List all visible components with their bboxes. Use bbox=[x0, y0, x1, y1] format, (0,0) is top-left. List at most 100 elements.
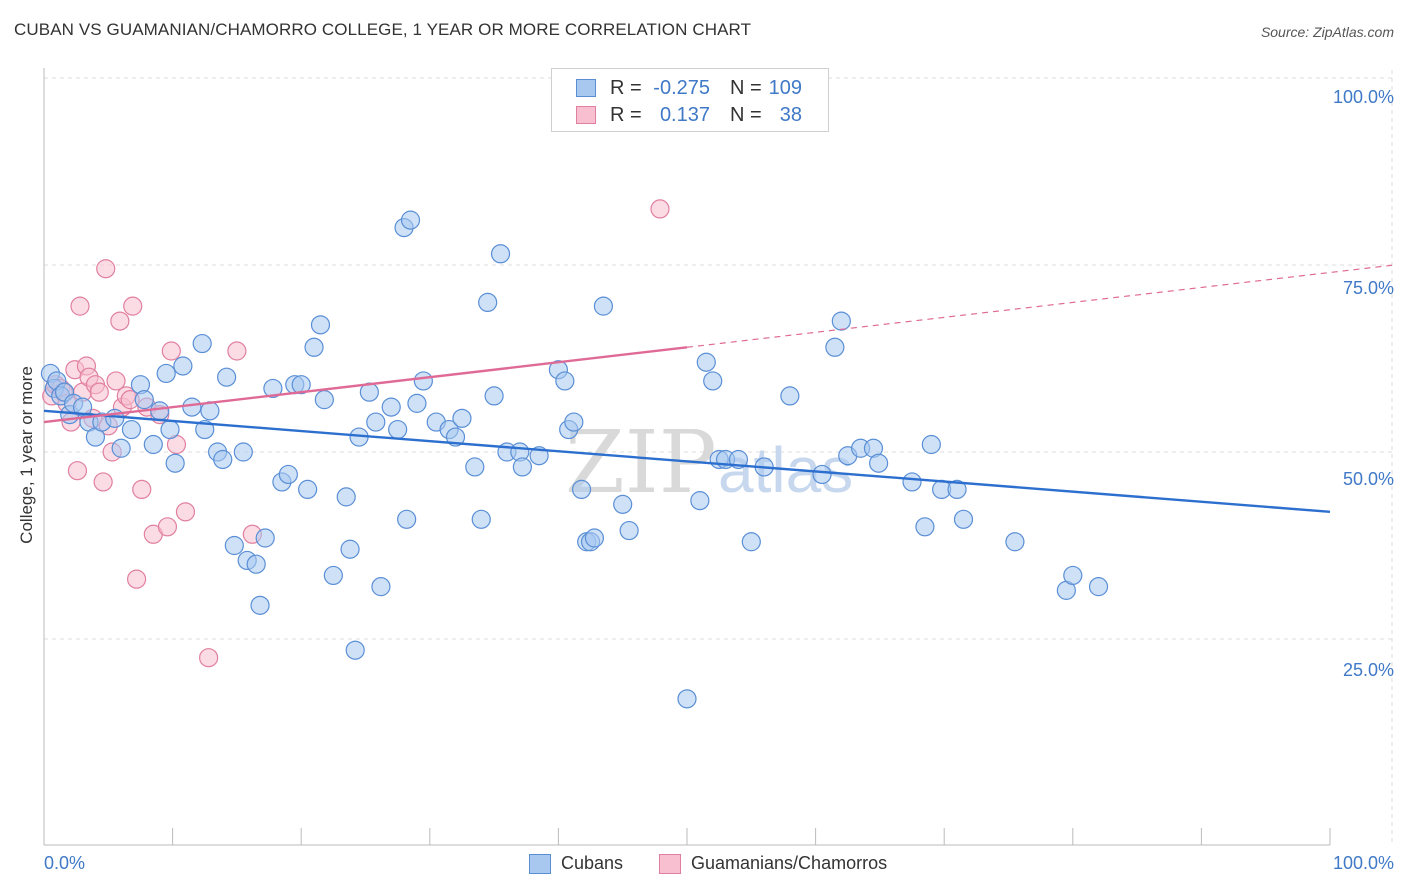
point-guamanians bbox=[96, 259, 116, 279]
point-cubans bbox=[921, 434, 941, 455]
point-cubans bbox=[741, 532, 761, 552]
point-guamanians bbox=[126, 569, 147, 589]
chart-title: CUBAN VS GUAMANIAN/CHAMORRO COLLEGE, 1 Y… bbox=[14, 20, 752, 39]
point-cubans bbox=[278, 464, 298, 485]
y-tick-50: 50.0% bbox=[1342, 469, 1394, 489]
point-cubans bbox=[246, 554, 266, 574]
point-guamanians bbox=[89, 382, 109, 402]
point-cubans bbox=[1063, 565, 1083, 586]
n-label: N = bbox=[730, 104, 762, 126]
point-cubans bbox=[413, 371, 433, 391]
point-cubans bbox=[250, 595, 270, 615]
point-guamanians bbox=[161, 341, 181, 361]
point-cubans bbox=[217, 367, 237, 387]
point-cubans bbox=[371, 577, 391, 597]
point-guamanians bbox=[227, 341, 247, 361]
point-guamanians bbox=[650, 199, 670, 219]
point-guamanians bbox=[110, 311, 130, 331]
point-cubans bbox=[314, 390, 334, 410]
point-cubans bbox=[263, 378, 283, 399]
point-cubans bbox=[703, 371, 723, 391]
point-cubans bbox=[915, 517, 935, 537]
point-cubans bbox=[953, 509, 974, 529]
legend-label-guamanians: Guamanians/Chamorros bbox=[691, 853, 888, 873]
n-value: 38 bbox=[779, 104, 802, 126]
y-tick-75: 75.0% bbox=[1342, 278, 1394, 298]
point-guamanians bbox=[123, 296, 143, 316]
point-guamanians bbox=[67, 461, 88, 481]
legend-swatch-guamanians bbox=[659, 854, 681, 874]
trend-line-cubans bbox=[43, 409, 1331, 514]
point-cubans bbox=[304, 337, 324, 357]
point-cubans bbox=[192, 333, 212, 354]
trend-lines bbox=[43, 264, 1393, 514]
y-tick-25: 25.0% bbox=[1342, 660, 1394, 680]
point-cubans bbox=[310, 315, 331, 335]
y-tick-100: 100.0% bbox=[1332, 87, 1394, 107]
point-cubans bbox=[388, 419, 408, 440]
trend-line-guamanians bbox=[43, 346, 688, 424]
series-guamanians-points bbox=[42, 199, 670, 668]
point-cubans bbox=[291, 375, 311, 395]
point-cubans bbox=[345, 640, 365, 660]
point-cubans bbox=[564, 412, 584, 432]
point-cubans bbox=[160, 419, 180, 440]
point-guamanians bbox=[175, 502, 196, 522]
point-guamanians bbox=[199, 648, 219, 668]
point-cubans bbox=[593, 296, 614, 316]
point-cubans bbox=[173, 356, 193, 376]
point-cubans bbox=[255, 528, 275, 548]
point-cubans bbox=[869, 453, 889, 473]
point-cubans bbox=[150, 401, 170, 421]
point-cubans bbox=[484, 386, 504, 406]
point-cubans bbox=[156, 363, 176, 384]
axes bbox=[43, 68, 1331, 846]
point-cubans bbox=[182, 397, 202, 417]
point-cubans bbox=[323, 565, 343, 586]
point-cubans bbox=[381, 397, 401, 417]
point-cubans bbox=[947, 479, 967, 499]
point-cubans bbox=[134, 390, 154, 410]
point-cubans bbox=[1005, 532, 1025, 552]
point-cubans bbox=[111, 438, 131, 458]
point-cubans bbox=[336, 487, 356, 507]
point-cubans bbox=[584, 528, 605, 548]
point-cubans bbox=[400, 210, 421, 230]
point-cubans bbox=[445, 427, 466, 447]
r-label: R = bbox=[610, 104, 642, 126]
stats-row-guamanians: R = 0.137 N = 38 bbox=[552, 102, 828, 128]
point-cubans bbox=[213, 449, 233, 470]
legend-swatch-cubans bbox=[529, 854, 551, 874]
point-cubans bbox=[780, 386, 800, 406]
point-cubans bbox=[143, 434, 163, 455]
legend-label-cubans: Cubans bbox=[561, 853, 624, 873]
point-cubans bbox=[340, 539, 360, 559]
point-cubans bbox=[195, 419, 215, 440]
point-cubans bbox=[397, 509, 417, 529]
r-value: -0.275 bbox=[653, 77, 710, 99]
point-cubans bbox=[613, 494, 633, 514]
point-cubans bbox=[555, 371, 575, 391]
point-cubans bbox=[407, 393, 427, 413]
point-cubans bbox=[471, 509, 491, 529]
cubans-swatch bbox=[576, 79, 596, 97]
point-cubans bbox=[452, 408, 472, 428]
r-value: 0.137 bbox=[659, 104, 710, 126]
point-cubans bbox=[825, 337, 845, 357]
point-guamanians bbox=[157, 517, 178, 537]
point-cubans bbox=[165, 453, 185, 473]
point-cubans bbox=[571, 479, 592, 499]
point-cubans bbox=[677, 689, 697, 709]
point-cubans bbox=[1088, 577, 1109, 597]
point-cubans bbox=[478, 292, 498, 312]
guamanians-swatch bbox=[576, 106, 596, 124]
n-label: N = bbox=[730, 77, 762, 99]
stats-row-cubans: R = -0.275 N = 109 bbox=[552, 75, 828, 101]
point-cubans bbox=[812, 464, 832, 485]
point-cubans bbox=[696, 352, 716, 372]
point-cubans bbox=[690, 491, 710, 511]
stats-box: R = -0.275 N = 109 R = 0.137 N = 38 bbox=[551, 68, 829, 132]
point-cubans bbox=[512, 457, 532, 477]
point-guamanians bbox=[93, 472, 113, 492]
point-cubans bbox=[366, 412, 386, 432]
